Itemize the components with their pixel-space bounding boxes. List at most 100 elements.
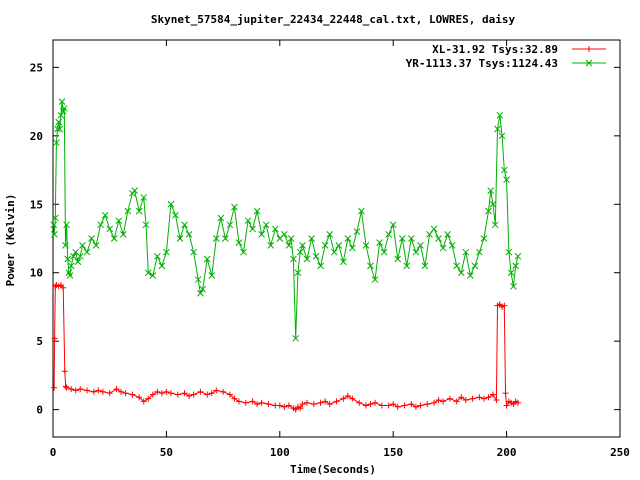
data-point [217, 214, 225, 222]
data-point [493, 397, 500, 404]
series-2 [50, 98, 522, 342]
data-point [242, 399, 249, 406]
x-tick-label: 200 [497, 446, 517, 459]
data-point [308, 235, 315, 242]
data-point [398, 235, 406, 242]
data-point [60, 284, 67, 291]
data-point [220, 388, 227, 395]
data-point [349, 395, 356, 402]
data-point [586, 46, 592, 52]
y-axis: 0 5 10 15 20 25 [30, 61, 620, 417]
data-point [276, 402, 283, 409]
data-point [54, 125, 61, 133]
data-point [389, 221, 397, 229]
data-point [444, 231, 451, 238]
data-point [167, 200, 175, 208]
data-point [101, 211, 109, 219]
data-point [231, 203, 238, 211]
data-point [462, 397, 469, 404]
data-point [204, 391, 211, 398]
data-point [142, 221, 150, 229]
data-point [265, 401, 272, 408]
data-point [56, 125, 64, 133]
data-point [271, 225, 279, 233]
data-point [51, 335, 58, 342]
data-point [385, 231, 393, 238]
x-tick-label: 0 [50, 446, 57, 459]
data-point [394, 255, 402, 263]
data-point [244, 217, 252, 225]
data-point [385, 402, 392, 409]
data-point [349, 244, 356, 252]
data-point [88, 235, 95, 242]
legend-label: XL-31.92 Tsys:32.89 [432, 43, 558, 56]
data-point [99, 388, 106, 395]
data-point [296, 248, 304, 256]
data-point [412, 248, 420, 256]
data-point [321, 241, 329, 249]
data-point [362, 241, 370, 249]
data-point [476, 248, 483, 256]
data-point [53, 139, 60, 147]
data-point [203, 255, 211, 263]
data-point [199, 285, 207, 293]
data-point [249, 398, 256, 405]
data-point [367, 401, 374, 408]
data-point [149, 272, 157, 279]
data-point [106, 390, 113, 397]
chart-title: Skynet_57584_jupiter_22434_22448_cal.txt… [151, 13, 516, 26]
data-point [356, 399, 363, 406]
data-point [353, 228, 361, 236]
data-point [240, 248, 247, 256]
data-point [186, 392, 193, 399]
data-point [154, 388, 161, 395]
data-point [68, 386, 75, 393]
data-point [394, 403, 401, 410]
data-point [485, 394, 492, 401]
data-point [144, 269, 152, 277]
data-point [235, 239, 243, 246]
series-1 [51, 282, 521, 413]
data-point [181, 221, 188, 229]
y-tick-label: 0 [36, 404, 43, 417]
data-point [129, 391, 136, 398]
data-point [63, 384, 70, 391]
data-point [489, 391, 496, 398]
data-point [489, 200, 497, 208]
data-point [158, 262, 166, 270]
data-point [163, 248, 170, 256]
data-point [310, 401, 317, 408]
data-point [197, 289, 204, 297]
data-point [294, 269, 302, 277]
data-point [66, 272, 74, 279]
data-point [124, 207, 132, 215]
data-point [140, 398, 147, 405]
data-point [197, 388, 204, 395]
data-point [185, 231, 193, 238]
x-tick-label: 150 [383, 446, 403, 459]
data-point [344, 235, 352, 242]
data-point [500, 166, 508, 174]
data-point [290, 255, 297, 263]
data-point [503, 176, 510, 183]
data-point [496, 111, 504, 119]
data-point [426, 231, 433, 238]
data-point [585, 59, 593, 67]
data-point [421, 262, 429, 270]
y-tick-label: 20 [30, 130, 43, 143]
data-point [485, 207, 492, 215]
data-point [322, 398, 329, 405]
data-point [235, 398, 242, 405]
data-point [378, 402, 385, 409]
data-point [70, 252, 77, 260]
data-point [408, 401, 415, 408]
data-point [90, 388, 97, 395]
data-point [63, 221, 70, 229]
data-point [453, 398, 460, 405]
data-point [512, 262, 520, 270]
data-point [55, 118, 63, 126]
data-point [287, 235, 295, 242]
data-point [84, 387, 91, 394]
data-point [285, 241, 293, 249]
